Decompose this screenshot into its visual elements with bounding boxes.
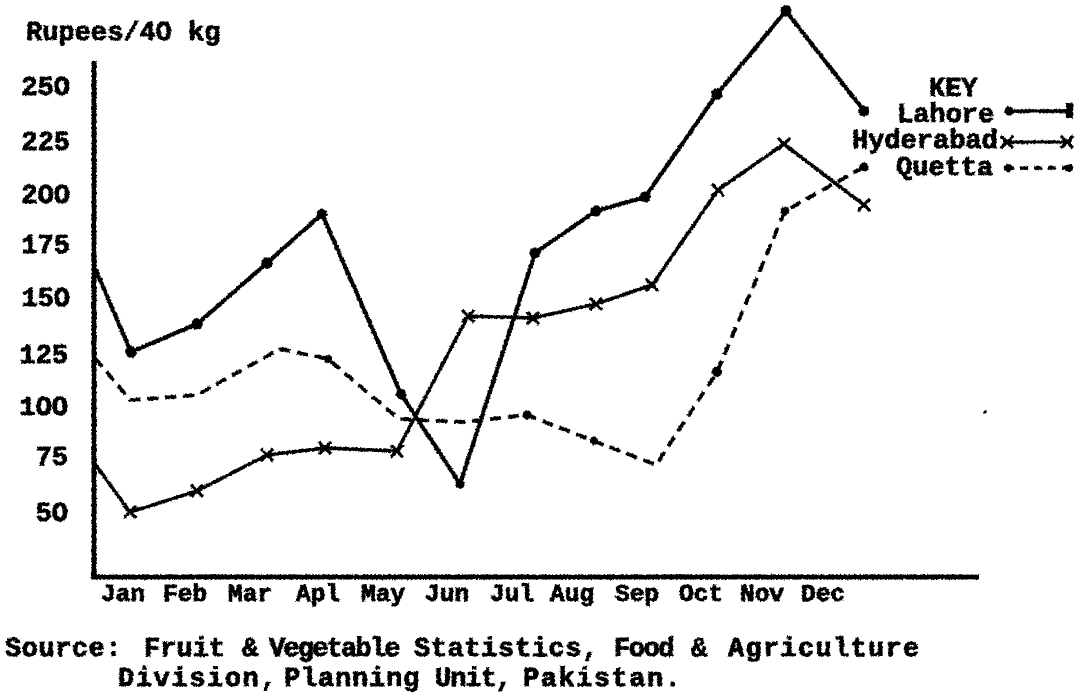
svg-text:75: 75 [36, 444, 68, 474]
svg-text:Apl: Apl [296, 582, 340, 609]
svg-text:Lahore: Lahore [897, 101, 994, 131]
svg-text:Oct: Oct [679, 582, 723, 609]
svg-text:125: 125 [19, 342, 68, 372]
svg-text:5O: 5O [36, 500, 68, 530]
svg-text:Statistics,: Statistics, [414, 635, 599, 665]
svg-text:Jan: Jan [101, 582, 145, 609]
svg-text:Food: Food [614, 635, 673, 665]
svg-text:Jul: Jul [490, 582, 534, 609]
svg-text:1OO: 1OO [19, 394, 68, 424]
svg-text:Rupees/4O kg: Rupees/4O kg [26, 19, 220, 49]
svg-text:Aug: Aug [550, 582, 594, 609]
svg-text:Nov: Nov [740, 582, 784, 609]
svg-text:&: & [691, 635, 708, 665]
svg-text:Jun: Jun [425, 582, 469, 609]
svg-text:225: 225 [21, 129, 70, 159]
svg-text:Hyderabad: Hyderabad [852, 127, 998, 157]
svg-text:Mar: Mar [228, 582, 272, 609]
svg-text:May: May [361, 582, 405, 609]
svg-text:Quetta: Quetta [896, 154, 993, 184]
svg-text:Source:: Source: [5, 635, 122, 665]
svg-text:Pakistan.: Pakistan. [523, 665, 682, 695]
svg-text:Vegetable: Vegetable [269, 635, 399, 665]
svg-text:Division,: Division, [118, 665, 278, 695]
svg-text:25O: 25O [21, 74, 70, 104]
svg-text:KEY: KEY [929, 75, 978, 105]
svg-text:Dec: Dec [801, 582, 845, 609]
svg-text:2OO: 2OO [21, 182, 70, 212]
svg-text:15O: 15O [21, 285, 70, 315]
svg-text:Feb: Feb [163, 582, 207, 609]
svg-text:&: & [242, 635, 259, 665]
svg-text:Planning: Planning [284, 665, 420, 695]
svg-text:Agriculture: Agriculture [728, 635, 921, 665]
svg-text:175: 175 [21, 232, 70, 262]
svg-text:Unit,: Unit, [435, 665, 511, 695]
svg-text:Fruit: Fruit [144, 635, 225, 665]
svg-text:Sep: Sep [615, 582, 659, 609]
